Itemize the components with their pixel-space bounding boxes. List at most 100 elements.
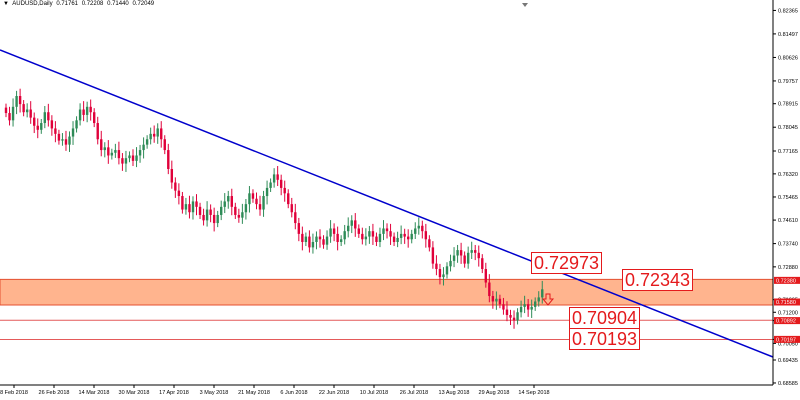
candle-body — [18, 95, 22, 105]
candle — [43, 106, 47, 129]
candle-body — [417, 225, 420, 229]
candle-body — [484, 269, 488, 283]
candle — [392, 232, 396, 247]
candle-body — [205, 209, 209, 221]
candle — [361, 227, 364, 245]
candle — [156, 123, 159, 144]
candle — [223, 193, 226, 214]
candle-body — [481, 258, 484, 270]
candle — [505, 301, 509, 322]
candle-body — [343, 231, 346, 240]
candle-body — [223, 201, 226, 207]
candle — [519, 300, 523, 318]
candle — [195, 194, 198, 216]
price-tick-label: 0.79757 — [778, 79, 798, 85]
candle-body — [262, 196, 265, 210]
descending-trendline[interactable] — [0, 49, 774, 358]
price-tick-label: 0.72880 — [778, 265, 798, 271]
candle — [322, 235, 325, 249]
candle — [452, 247, 456, 268]
candle — [311, 233, 315, 254]
candle — [417, 217, 420, 235]
candle — [107, 140, 110, 164]
candle — [50, 115, 54, 136]
candle — [530, 299, 533, 318]
ohlc-close: 0.72049 — [132, 1, 155, 7]
candle-body — [449, 260, 452, 267]
candle — [230, 188, 233, 216]
candle — [304, 232, 308, 247]
candle-body — [519, 306, 523, 313]
candle-body — [308, 236, 311, 248]
candle — [484, 262, 488, 288]
candle-body — [216, 214, 219, 224]
candle — [399, 225, 403, 245]
candle-body — [107, 147, 110, 156]
trendline-layer[interactable] — [0, 49, 774, 358]
shift-marker-icon — [522, 3, 528, 7]
candle — [181, 191, 184, 214]
candle-body — [336, 233, 339, 242]
candle-body — [371, 231, 375, 237]
candle-body — [202, 214, 205, 221]
candle-body — [64, 139, 68, 145]
candle-body — [209, 209, 212, 215]
candle-body — [452, 255, 456, 261]
candle — [138, 144, 142, 163]
candle — [445, 262, 449, 279]
candle-body — [114, 150, 117, 153]
candle-body — [177, 190, 181, 197]
candle-body — [61, 139, 64, 141]
candle-body — [89, 106, 92, 113]
price-tick-label: 0.80626 — [778, 55, 798, 61]
candle-body — [142, 144, 145, 151]
candle — [332, 223, 336, 242]
candle-body — [212, 214, 216, 224]
candle — [4, 103, 8, 118]
candle — [403, 228, 406, 244]
candle — [114, 143, 117, 158]
candle-body — [318, 236, 322, 240]
candle — [216, 210, 219, 228]
candle-body — [350, 220, 353, 226]
chevron-down-icon[interactable]: ▼ — [3, 1, 9, 7]
candle-body — [431, 247, 435, 264]
candle-body — [389, 231, 392, 237]
candle — [135, 147, 138, 168]
time-tick-label: 14 Sep 2018 — [518, 390, 549, 396]
candle — [456, 244, 459, 263]
candle — [463, 251, 466, 268]
candle-body — [170, 168, 174, 183]
candle-body — [50, 120, 54, 129]
candle-body — [258, 204, 262, 210]
candle-body — [160, 128, 163, 140]
candle-body — [354, 220, 357, 229]
price-tag — [774, 317, 800, 325]
candle-body — [283, 187, 286, 194]
candles-layer — [4, 88, 544, 329]
time-tick-label: 13 Aug 2018 — [439, 390, 470, 396]
candle — [191, 196, 195, 220]
candle — [152, 125, 156, 143]
candle — [498, 294, 502, 309]
price-tick-label: 0.73740 — [778, 242, 798, 248]
candle — [93, 108, 96, 128]
price-tick-label: 0.69435 — [778, 358, 798, 364]
candle-body — [509, 314, 512, 318]
candle — [22, 100, 25, 117]
candle — [89, 99, 92, 121]
candle — [414, 222, 417, 240]
candle-body — [512, 317, 516, 321]
candle — [251, 189, 255, 203]
candle-body — [339, 239, 343, 242]
symbol-header: ▼ AUDUSD,Daily 0.71761 0.72208 0.71440 0… — [3, 1, 156, 7]
price-tick-label: 0.78045 — [778, 125, 798, 131]
candle — [431, 241, 435, 269]
price-tick-label: 0.78915 — [778, 102, 798, 108]
candle-body — [505, 309, 509, 315]
candle-body — [463, 255, 466, 264]
time-tick-label: 30 Mar 2018 — [119, 390, 150, 396]
candle-body — [297, 223, 301, 234]
